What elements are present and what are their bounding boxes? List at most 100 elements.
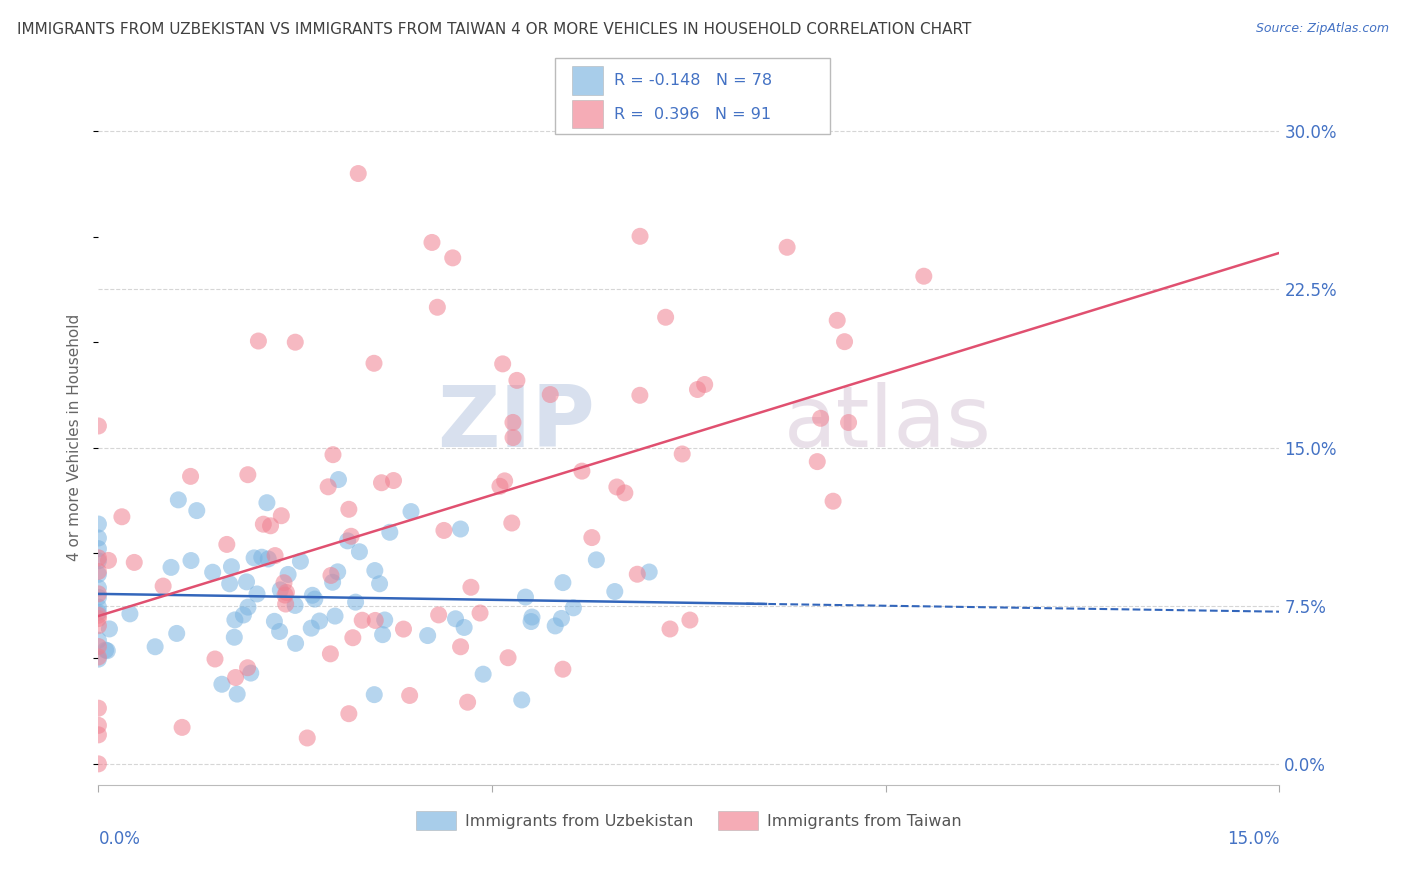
Point	[364, 614, 387, 628]
Point	[364, 564, 387, 578]
Point	[87, 591, 110, 605]
Point	[520, 615, 543, 629]
Point	[374, 613, 396, 627]
Point	[337, 502, 360, 516]
Point	[494, 474, 516, 488]
Point	[250, 550, 273, 565]
Point	[399, 505, 422, 519]
Point	[319, 568, 342, 582]
Point	[581, 531, 603, 545]
Point	[308, 614, 330, 628]
Point	[224, 630, 246, 644]
Point	[834, 334, 856, 349]
Point	[94, 643, 117, 657]
Y-axis label: 4 or more Vehicles in Household: 4 or more Vehicles in Household	[67, 313, 83, 561]
Point	[211, 677, 233, 691]
Point	[460, 580, 482, 594]
Text: IMMIGRANTS FROM UZBEKISTAN VS IMMIGRANTS FROM TAIWAN 4 OR MORE VEHICLES IN HOUSE: IMMIGRANTS FROM UZBEKISTAN VS IMMIGRANTS…	[17, 22, 972, 37]
Point	[825, 313, 848, 327]
Point	[912, 269, 935, 284]
Point	[319, 647, 342, 661]
Legend: Immigrants from Uzbekistan, Immigrants from Taiwan: Immigrants from Uzbekistan, Immigrants f…	[409, 805, 969, 836]
Point	[269, 582, 291, 597]
Point	[326, 565, 349, 579]
Point	[371, 627, 394, 641]
Text: 0.0%: 0.0%	[98, 830, 141, 848]
Point	[87, 605, 110, 619]
Point	[264, 549, 287, 563]
Point	[304, 592, 326, 607]
Point	[87, 600, 110, 615]
Point	[224, 613, 246, 627]
Point	[239, 666, 262, 681]
Point	[87, 652, 110, 666]
Point	[810, 411, 832, 425]
Point	[340, 529, 363, 543]
Point	[352, 613, 374, 627]
Point	[585, 553, 607, 567]
Point	[628, 229, 651, 244]
Point	[252, 517, 274, 532]
Point	[236, 661, 259, 675]
Text: ZIP: ZIP	[437, 382, 595, 465]
Point	[323, 609, 346, 624]
Point	[382, 474, 405, 488]
Point	[344, 595, 367, 609]
Point	[502, 416, 524, 430]
Point	[87, 567, 110, 582]
Point	[257, 552, 280, 566]
Point	[654, 310, 676, 325]
Point	[450, 522, 472, 536]
Point	[299, 621, 322, 635]
Point	[322, 448, 344, 462]
Point	[215, 537, 238, 551]
Point	[550, 611, 572, 625]
Point	[562, 600, 585, 615]
Point	[551, 662, 574, 676]
Text: R =  0.396   N = 91: R = 0.396 N = 91	[614, 107, 772, 121]
Point	[111, 509, 134, 524]
Point	[276, 585, 298, 599]
Point	[520, 610, 543, 624]
Point	[235, 574, 257, 589]
Point	[204, 652, 226, 666]
Point	[506, 373, 529, 387]
Point	[87, 756, 110, 771]
Point	[167, 492, 190, 507]
Point	[87, 541, 110, 556]
Point	[152, 579, 174, 593]
Point	[496, 650, 519, 665]
Point	[328, 473, 350, 487]
Point	[342, 631, 364, 645]
Point	[236, 600, 259, 615]
Point	[693, 377, 716, 392]
Point	[87, 517, 110, 532]
Point	[180, 469, 202, 483]
Point	[806, 455, 828, 469]
Point	[457, 695, 479, 709]
Point	[363, 688, 385, 702]
Point	[232, 607, 254, 622]
Point	[671, 447, 693, 461]
Point	[226, 687, 249, 701]
Point	[515, 590, 537, 604]
Text: R = -0.148   N = 78: R = -0.148 N = 78	[614, 73, 772, 87]
Text: 15.0%: 15.0%	[1227, 830, 1279, 848]
Point	[489, 479, 512, 493]
Point	[679, 613, 702, 627]
Point	[606, 480, 628, 494]
Point	[823, 494, 845, 508]
Point	[87, 554, 110, 568]
Point	[284, 599, 307, 613]
Point	[370, 475, 392, 490]
Point	[838, 416, 860, 430]
Point	[243, 550, 266, 565]
Point	[613, 486, 636, 500]
Point	[426, 300, 449, 314]
Point	[270, 508, 292, 523]
Point	[221, 559, 243, 574]
Point	[87, 618, 110, 632]
Text: atlas: atlas	[783, 382, 991, 465]
Point	[378, 525, 401, 540]
Point	[337, 706, 360, 721]
